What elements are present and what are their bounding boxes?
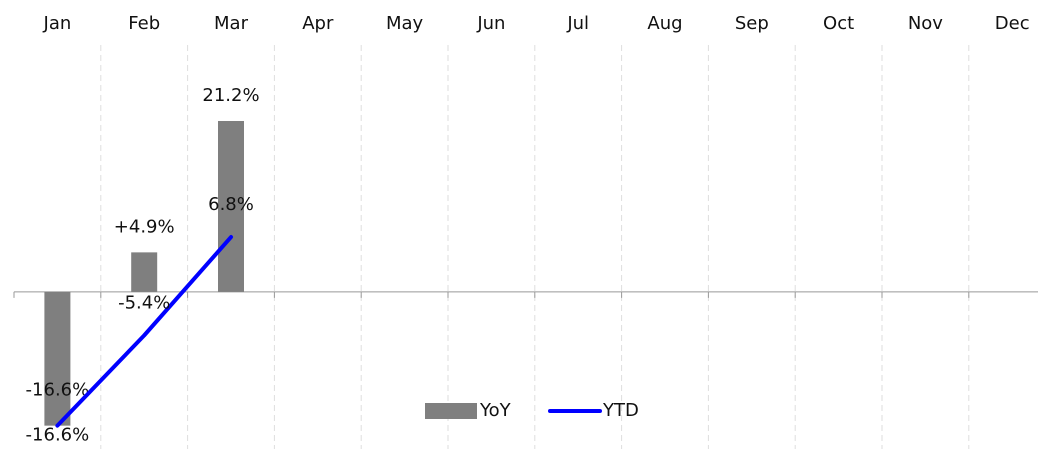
bar — [44, 291, 71, 426]
bar — [131, 252, 158, 292]
x-tick-label: Oct — [823, 13, 854, 34]
data-label: 21.2% — [202, 85, 259, 106]
x-tick-label: Mar — [214, 13, 249, 34]
x-tick-label: Feb — [128, 13, 160, 34]
legend-swatch — [425, 403, 477, 419]
bar — [218, 120, 244, 292]
x-tick-label: Jun — [476, 13, 505, 34]
data-label: 6.8% — [208, 194, 254, 215]
x-tick-label: Dec — [995, 13, 1030, 34]
x-tick-label: May — [386, 13, 424, 34]
x-tick-label: Apr — [302, 13, 334, 34]
data-label: -16.6% — [26, 380, 90, 401]
data-label: +4.9% — [114, 216, 175, 237]
data-label: -5.4% — [118, 292, 170, 313]
legend-label: YTD — [602, 400, 639, 421]
legend-label: YoY — [479, 400, 512, 421]
x-tick-label: Aug — [647, 13, 682, 34]
x-tick-label: Jan — [43, 13, 72, 34]
x-tick-label: Nov — [908, 13, 943, 34]
x-tick-label: Jul — [566, 13, 589, 34]
x-tick-label: Sep — [735, 13, 769, 34]
data-label: -16.6% — [26, 425, 90, 446]
line — [55, 235, 233, 428]
